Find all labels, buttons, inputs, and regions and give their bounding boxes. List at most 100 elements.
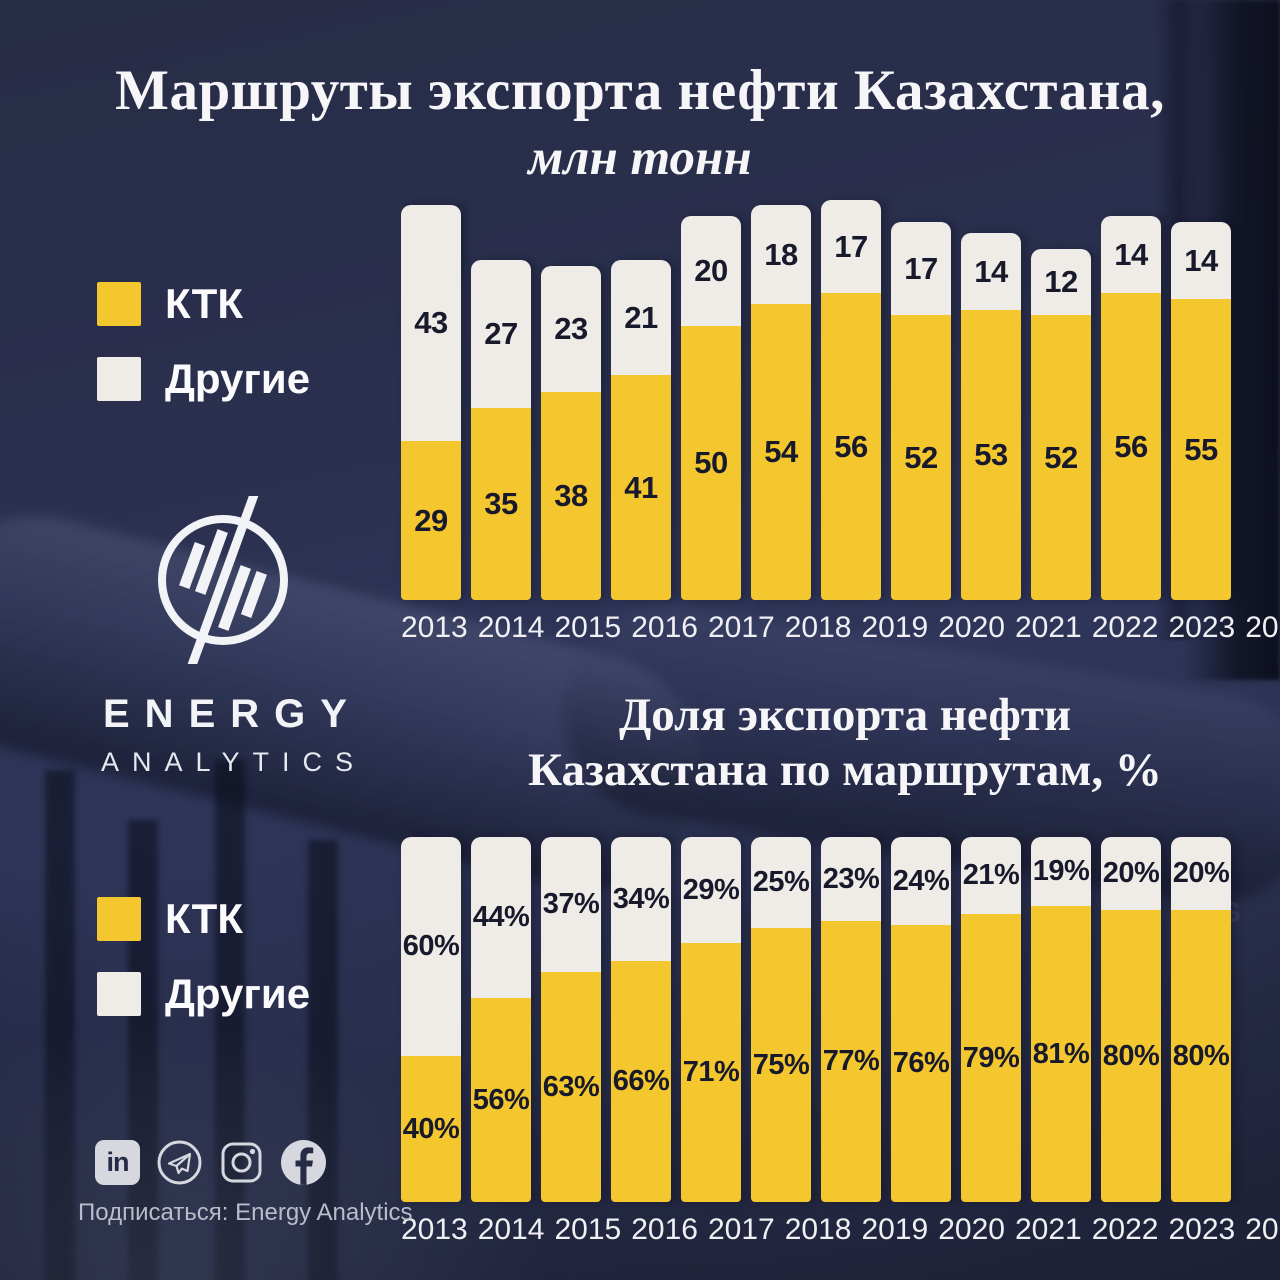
main-title-line2: млн тонн xyxy=(528,130,752,186)
value-label: 21% xyxy=(962,859,1020,891)
second-chart-title-line2: Казахстана по маршрутам, % xyxy=(528,743,1162,796)
main-title-line1: Маршруты экспорта нефти Казахстана, xyxy=(115,59,1165,122)
value-label: 80% xyxy=(1102,1039,1160,1072)
year-label: 2021 xyxy=(1015,1213,1082,1246)
bar-column-2015: 23 38 xyxy=(541,266,601,600)
energy-analytics-logo-icon xyxy=(158,496,288,664)
stacked-bar-2018: 18 54 xyxy=(751,205,811,600)
legend-label-ktk: КТК xyxy=(165,895,243,942)
background-pole xyxy=(215,760,245,1280)
legend-item-other: Другие xyxy=(97,970,310,1018)
segment-other: 21% xyxy=(961,837,1021,914)
value-label: 34% xyxy=(612,882,670,915)
stacked-bar-2015: 23 38 xyxy=(541,266,601,600)
year-label: 2016 xyxy=(631,611,698,644)
value-label: 20% xyxy=(1102,857,1160,889)
brand-block: ENERGY ANALYTICS xyxy=(88,496,358,778)
value-label: 12 xyxy=(1044,264,1078,299)
chart-export-volumes: 43 29 27 35 23 38 21 41 20 50 18 54 17 56 17 52 14 53 12 52… xyxy=(401,200,1280,645)
stacked-bar-2017: 29% 71% xyxy=(681,837,741,1202)
year-label: 2024 xyxy=(1245,611,1280,644)
segment-ktk: 79% xyxy=(961,914,1021,1202)
stacked-bar-2024: 20% 80% xyxy=(1171,837,1231,1202)
value-label: 79% xyxy=(962,1041,1020,1074)
segment-other: 14 xyxy=(961,233,1021,310)
year-label: 2018 xyxy=(784,611,852,644)
segment-ktk: 52 xyxy=(891,315,951,600)
bar-column-2022: 12 52 xyxy=(1031,249,1091,600)
segment-other: 19% xyxy=(1031,837,1091,906)
legend-item-ktk: КТК xyxy=(97,895,310,943)
segment-other: 25% xyxy=(751,837,811,928)
segment-ktk: 80% xyxy=(1171,910,1231,1202)
segment-other: 23% xyxy=(821,837,881,921)
year-label: 2024 xyxy=(1245,1213,1280,1246)
value-label: 56% xyxy=(472,1083,530,1116)
segment-ktk: 81% xyxy=(1031,906,1091,1202)
segment-ktk: 77% xyxy=(821,921,881,1202)
value-label: 53 xyxy=(974,437,1008,472)
ktk-color-swatch xyxy=(97,282,141,326)
value-label: 20% xyxy=(1172,857,1230,889)
segment-ktk: 71% xyxy=(681,943,741,1202)
year-label: 2022 xyxy=(1091,611,1159,644)
stacked-bar-2016: 21 41 xyxy=(611,260,671,600)
segment-ktk: 56% xyxy=(471,998,531,1202)
stacked-bar-2020: 17 52 xyxy=(891,222,951,600)
bar-column-2017: 20 50 xyxy=(681,216,741,600)
year-label: 2020 xyxy=(938,611,1005,644)
segment-ktk: 41 xyxy=(611,375,671,600)
stacked-bar-2021: 21% 79% xyxy=(961,837,1021,1202)
segment-other: 44% xyxy=(471,837,531,998)
segment-ktk: 76% xyxy=(891,925,951,1202)
segment-other: 27 xyxy=(471,260,531,408)
stacked-bar-2023: 20% 80% xyxy=(1101,837,1161,1202)
subscribe-caption: Подписаться: Energy Analytics xyxy=(78,1199,413,1226)
year-label: 2019 xyxy=(861,1213,929,1246)
year-label: 2017 xyxy=(708,1213,775,1246)
segment-ktk: 66% xyxy=(611,961,671,1202)
stacked-bar-2014: 44% 56% xyxy=(471,837,531,1202)
segment-other: 60% xyxy=(401,837,461,1056)
bar-column-2020: 24% 76% xyxy=(891,837,951,1202)
value-label: 40% xyxy=(402,1112,460,1145)
segment-other: 43 xyxy=(401,205,461,441)
segment-other: 18 xyxy=(751,205,811,304)
year-label: 2018 xyxy=(784,1213,852,1246)
linkedin-icon[interactable]: in xyxy=(95,1140,140,1185)
telegram-icon[interactable] xyxy=(157,1140,202,1185)
value-label: 35 xyxy=(484,486,518,521)
instagram-icon[interactable] xyxy=(219,1140,264,1185)
value-label: 50 xyxy=(694,445,728,480)
stacked-bar-2016: 34% 66% xyxy=(611,837,671,1202)
bar-column-2013: 60% 40% xyxy=(401,837,461,1202)
bar-column-2018: 25% 75% xyxy=(751,837,811,1202)
ktk-color-swatch xyxy=(97,897,141,941)
bar-column-2023: 20% 80% xyxy=(1101,837,1161,1202)
facebook-icon[interactable] xyxy=(281,1140,326,1185)
segment-other: 21 xyxy=(611,260,671,375)
value-label: 52 xyxy=(904,439,938,475)
chart-export-shares: 60% 40% 44% 56% 37% 63% 34% 66% 29% 71% 25% 75% 23% 7… xyxy=(401,837,1280,1247)
value-label: 75% xyxy=(752,1048,810,1081)
legend-label-other: Другие xyxy=(165,355,311,402)
segment-ktk: 56 xyxy=(821,293,881,600)
segment-other: 37% xyxy=(541,837,601,972)
x-axis-labels: 2013 2014 2015 2016 2017 2018 2019 2020 2021 2022… xyxy=(401,611,1280,645)
value-label: 56 xyxy=(834,428,868,464)
stacked-bar-2019: 17 56 xyxy=(821,200,881,600)
year-label: 2015 xyxy=(554,611,622,644)
segment-ktk: 40% xyxy=(401,1056,461,1202)
stacked-bar-2022: 19% 81% xyxy=(1031,837,1091,1202)
value-label: 21 xyxy=(624,299,658,335)
bar-column-2016: 34% 66% xyxy=(611,837,671,1202)
segment-ktk: 35 xyxy=(471,408,531,600)
bar-column-2023: 14 56 xyxy=(1101,216,1161,600)
segment-ktk: 54 xyxy=(751,304,811,600)
value-label: 17 xyxy=(904,250,938,286)
segment-other: 23 xyxy=(541,266,601,392)
bar-column-2021: 21% 79% xyxy=(961,837,1021,1202)
year-label: 2013 xyxy=(401,611,468,644)
bar-column-2016: 21 41 xyxy=(611,260,671,600)
value-label: 24% xyxy=(892,864,950,897)
